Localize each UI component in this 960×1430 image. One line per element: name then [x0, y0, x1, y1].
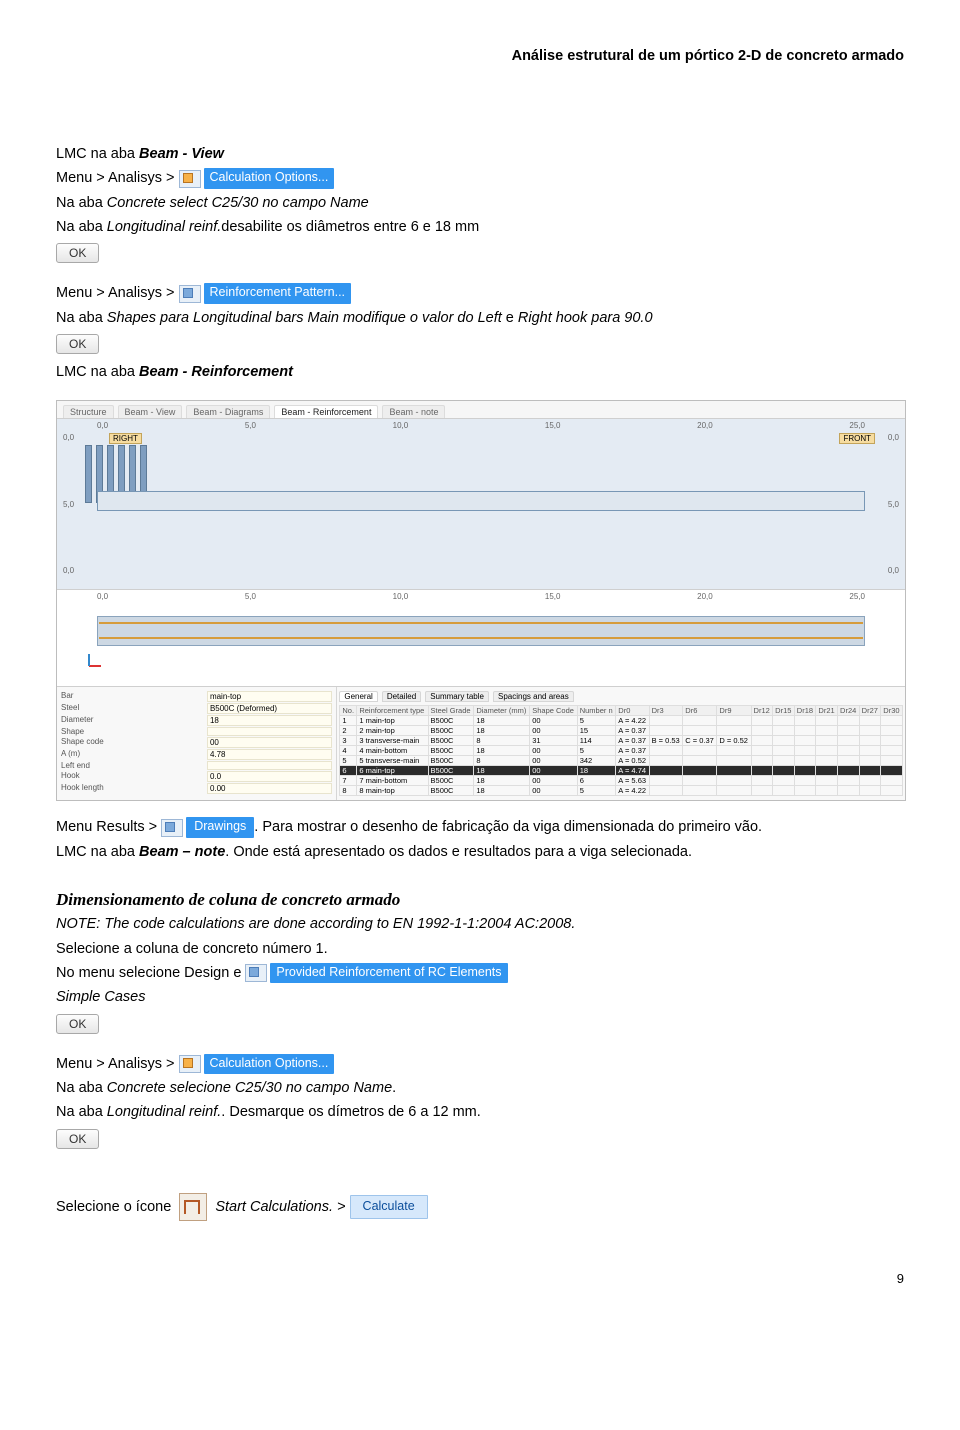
provided-reinf-menu[interactable]: Provided Reinforcement of RC Elements	[270, 963, 507, 984]
p-selcol: Selecione a coluna de concreto número 1.	[56, 939, 904, 959]
p-concrete2: Na aba Concrete selecione C25/30 no camp…	[56, 1078, 904, 1098]
reinf-pattern-menu[interactable]: Reinforcement Pattern...	[204, 283, 351, 304]
p-desmarque: Na aba Longitudinal reinf.. Desmarque os…	[56, 1102, 904, 1122]
ok-button-3[interactable]: OK	[56, 1014, 99, 1034]
p-calc: Selecione o ícone Start Calculations. > …	[56, 1193, 904, 1221]
p3: Na aba Concrete select C25/30 no campo N…	[56, 193, 904, 213]
shot-tab[interactable]: Beam - Diagrams	[186, 405, 270, 418]
plan-beam	[97, 491, 865, 511]
drawings-menu[interactable]: Drawings	[186, 817, 254, 838]
p1: LMC na aba Beam - View	[56, 144, 904, 164]
p5: Menu > Analisys > Reinforcement Pattern.…	[56, 283, 904, 304]
section-title: Dimensionamento de coluna de concreto ar…	[56, 890, 904, 910]
calc-options-menu-2[interactable]: Calculation Options...	[204, 1054, 335, 1075]
calculate-button[interactable]: Calculate	[350, 1195, 428, 1219]
start-calc-icon[interactable]	[179, 1193, 207, 1221]
p8: Menu Results > Drawings. Para mostrar o …	[56, 817, 904, 838]
ok-button-4[interactable]: OK	[56, 1129, 99, 1149]
note-code: NOTE: The code calculations are done acc…	[56, 914, 904, 934]
p6: Na aba Shapes para Longitudinal bars Mai…	[56, 308, 904, 328]
p-simple: Simple Cases	[56, 987, 904, 1007]
provided-reinf-icon	[245, 964, 267, 982]
shot-tab[interactable]: Structure	[63, 405, 114, 418]
badge-front: FRONT	[839, 433, 875, 444]
shot-tab[interactable]: Beam - View	[118, 405, 183, 418]
reinf-pattern-icon	[179, 285, 201, 303]
badge-right: RIGHT	[109, 433, 142, 444]
drawings-icon	[161, 819, 183, 837]
page-number: 9	[56, 1271, 904, 1286]
ok-button-2[interactable]: OK	[56, 334, 99, 354]
p9: LMC na aba Beam – note. Onde está aprese…	[56, 842, 904, 862]
p-menu3: Menu > Analisys > Calculation Options...	[56, 1054, 904, 1075]
doc-header: Análise estrutural de um pórtico 2-D de …	[56, 48, 904, 64]
p2: Menu > Analisys > Calculation Options...	[56, 168, 904, 189]
calc-options-icon-2	[179, 1055, 201, 1073]
elev-beam	[97, 616, 865, 646]
p7: LMC na aba Beam - Reinforcement	[56, 362, 904, 382]
beam-reinforcement-screenshot: Structure Beam - ViewBeam - Diagrams Beam …	[56, 400, 904, 801]
shot-tab[interactable]: Beam - note	[382, 405, 445, 418]
shot-tab[interactable]: Beam - Reinforcement	[274, 405, 378, 418]
p-design: No menu selecione Design e Provided Rein…	[56, 963, 904, 984]
calc-options-menu[interactable]: Calculation Options...	[204, 168, 335, 189]
p4: Na aba Longitudinal reinf.desabilite os …	[56, 217, 904, 237]
ok-button-1[interactable]: OK	[56, 243, 99, 263]
calc-options-icon	[179, 170, 201, 188]
